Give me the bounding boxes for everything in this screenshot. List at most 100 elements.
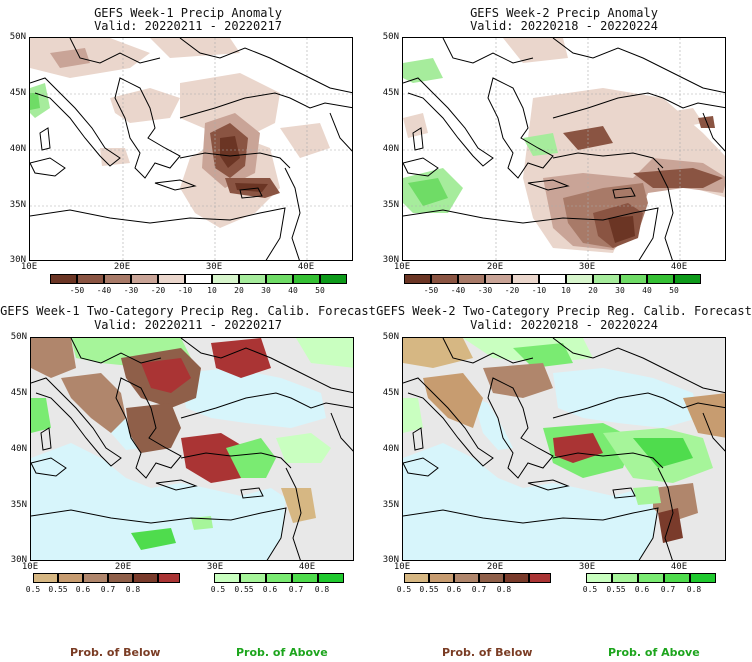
colorbar-tick: 0.5: [206, 585, 230, 594]
colorbar-tick: 40: [635, 286, 659, 295]
lat-label: 50N: [377, 32, 399, 42]
colorbar-tick: 30: [254, 286, 278, 295]
colorbar-swatch: [512, 274, 539, 284]
colorbar-tick: 10: [554, 286, 578, 295]
colorbar-tick: 40: [281, 286, 305, 295]
lon-label: 30E: [572, 262, 602, 272]
colorbar-swatch: [240, 573, 266, 583]
prob-above-title: Prob. of Above: [608, 646, 700, 659]
colorbar-swatch: [108, 573, 133, 583]
colorbar-swatch: [504, 573, 529, 583]
map-canvas: [403, 338, 726, 561]
colorbar-swatch: [431, 274, 458, 284]
colorbar-swatch: [158, 274, 185, 284]
colorbar-swatch: [664, 573, 690, 583]
colorbar-tick: 0.55: [46, 585, 70, 594]
colorbar-swatch: [593, 274, 620, 284]
colorbar-tick: 0.55: [417, 585, 441, 594]
panel-valid-date: Valid: 20220218 - 20220224: [376, 318, 752, 332]
lat-label: 50N: [377, 332, 399, 342]
colorbar-tick: -10: [173, 286, 197, 295]
colorbar-tick: 0.6: [71, 585, 95, 594]
colorbar-tick: 50: [662, 286, 686, 295]
map-canvas: [403, 38, 726, 261]
lon-label: 20E: [480, 562, 510, 572]
colorbar-tick: 0.55: [232, 585, 256, 594]
colorbar-tick: 0.6: [442, 585, 466, 594]
colorbar-tick: 0.7: [96, 585, 120, 594]
panel-week2-anomaly: GEFS Week-2 Precip Anomaly Valid: 202202…: [376, 0, 752, 300]
colorbar-tick: -50: [65, 286, 89, 295]
colorbar-tick: 0.8: [310, 585, 334, 594]
above-colorbar: 0.5 0.55 0.6 0.7 0.8: [586, 573, 726, 597]
anomaly-shading: [30, 38, 330, 228]
colorbar-swatch: [212, 274, 239, 284]
colorbar-swatch: [239, 274, 266, 284]
colorbar-swatch: [133, 573, 158, 583]
lat-label: 35N: [4, 200, 26, 210]
lat-label: 45N: [5, 388, 27, 398]
colorbar-tick: 30: [608, 286, 632, 295]
lon-label: 10E: [14, 262, 44, 272]
colorbar-tick: 0.6: [258, 585, 282, 594]
lon-label: 10E: [387, 562, 417, 572]
lat-label: 40N: [5, 444, 27, 454]
lon-label: 10E: [15, 562, 45, 572]
colorbar-tick: 20: [581, 286, 605, 295]
prob-below-title: Prob. of Below: [442, 646, 532, 659]
colorbar-swatch: [320, 274, 347, 284]
colorbar-swatch: [104, 274, 131, 284]
colorbar-tick: 0.8: [121, 585, 145, 594]
colorbar-swatch: [454, 573, 479, 583]
colorbar-swatch: [293, 274, 320, 284]
above-colorbar: 0.5 0.55 0.6 0.7 0.8: [214, 573, 354, 597]
colorbar-tick: 0.8: [682, 585, 706, 594]
panel-week1-anomaly: GEFS Week-1 Precip Anomaly Valid: 202202…: [0, 0, 376, 300]
colorbar-swatch: [566, 274, 593, 284]
colorbar-swatch: [479, 573, 504, 583]
lat-label: 40N: [4, 144, 26, 154]
colorbar-swatch: [404, 573, 429, 583]
anomaly-colorbar: -50 -40 -30 -20 -10 10 20 30 40 50: [404, 274, 704, 298]
colorbar-swatch: [612, 573, 638, 583]
colorbar-tick: -40: [446, 286, 470, 295]
map-canvas: [30, 38, 353, 261]
lat-label: 35N: [377, 200, 399, 210]
colorbar-tick: 0.5: [21, 585, 45, 594]
colorbar-swatch: [647, 274, 674, 284]
colorbar-swatch: [185, 274, 212, 284]
colorbar-tick: -20: [146, 286, 170, 295]
colorbar-swatch: [50, 274, 77, 284]
colorbar-tick: 10: [200, 286, 224, 295]
colorbar-swatch: [158, 573, 180, 583]
panel-valid-date: Valid: 20220218 - 20220224: [376, 19, 752, 33]
panel-title: GEFS Week-1 Precip Anomaly: [0, 6, 376, 20]
colorbar-tick: 0.8: [492, 585, 516, 594]
colorbar-tick: -40: [92, 286, 116, 295]
lon-label: 20E: [107, 262, 137, 272]
colorbar-tick: 0.7: [284, 585, 308, 594]
colorbar-tick: -50: [419, 286, 443, 295]
anomaly-shading: [403, 38, 726, 253]
colorbar-tick: 0.7: [656, 585, 680, 594]
panel-title: GEFS Week-2 Two-Category Precip Reg. Cal…: [376, 304, 752, 318]
colorbar-tick: -30: [473, 286, 497, 295]
colorbar-swatch: [58, 573, 83, 583]
anomaly-colorbar: -50 -40 -30 -20 -10 10 20 30 40 50: [50, 274, 350, 298]
lon-label: 40E: [291, 262, 321, 272]
colorbar-tick: -20: [500, 286, 524, 295]
panel-week1-probability: GEFS Week-1 Two-Category Precip Reg. Cal…: [0, 300, 376, 662]
lat-label: 40N: [377, 444, 399, 454]
colorbar-swatch: [33, 573, 58, 583]
lat-label: 45N: [377, 388, 399, 398]
prob-above-title: Prob. of Above: [236, 646, 328, 659]
lon-label: 40E: [664, 262, 694, 272]
colorbar-swatch: [539, 274, 566, 284]
lat-label: 50N: [5, 332, 27, 342]
below-colorbar: 0.5 0.55 0.6 0.7 0.8: [404, 573, 554, 597]
panel-valid-date: Valid: 20220211 - 20220217: [0, 19, 376, 33]
lat-label: 45N: [4, 88, 26, 98]
lat-label: 45N: [377, 88, 399, 98]
colorbar-swatch: [429, 573, 454, 583]
map-canvas: [31, 338, 354, 561]
